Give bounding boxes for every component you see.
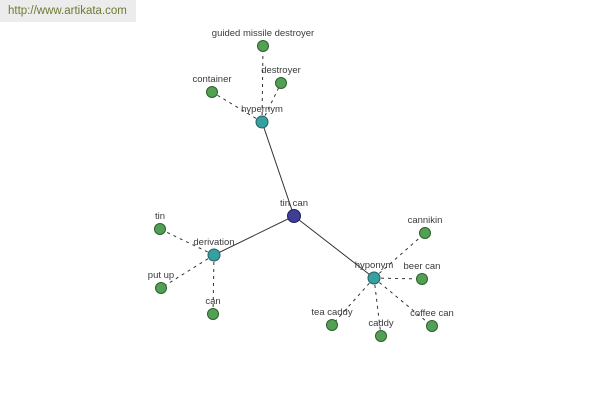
node-cannikin[interactable] (419, 227, 431, 239)
node-hyponym[interactable] (367, 271, 381, 285)
node-label-beer-can: beer can (404, 261, 441, 272)
node-tea-caddy[interactable] (326, 319, 338, 331)
node-can[interactable] (207, 308, 219, 320)
edge-hypernym-container (211, 91, 263, 123)
node-label-tin-can: tin can (280, 198, 308, 209)
node-label-coffee-can: coffee can (410, 308, 454, 319)
node-label-cannikin: cannikin (408, 215, 443, 226)
node-label-tea-caddy: tea caddy (311, 307, 352, 318)
node-hypernym[interactable] (255, 115, 269, 129)
node-tin[interactable] (154, 223, 166, 235)
node-derivation[interactable] (207, 248, 221, 262)
edge-tin-can-hypernym (261, 121, 295, 217)
edge-hyponym-caddy (373, 277, 382, 337)
node-beer-can[interactable] (416, 273, 428, 285)
edge-tin-can-derivation (213, 215, 295, 256)
node-label-derivation: derivation (193, 237, 234, 248)
node-put-up[interactable] (155, 282, 167, 294)
edge-hypernym-guided-missile-destroyer (261, 45, 264, 123)
edge-hyponym-beer-can (373, 277, 423, 280)
node-label-hyponym: hyponym (355, 260, 394, 271)
url-text: http://www.artikata.com (8, 5, 127, 17)
node-guided-missile-destroyer[interactable] (257, 40, 269, 52)
edge-hypernym-destroyer (261, 82, 282, 123)
node-tin-can[interactable] (287, 209, 301, 223)
node-label-container: container (192, 74, 231, 85)
node-label-tin: tin (155, 211, 165, 222)
node-label-hypernym: hypernym (241, 104, 283, 115)
node-coffee-can[interactable] (426, 320, 438, 332)
node-label-can: can (205, 296, 220, 307)
node-caddy[interactable] (375, 330, 387, 342)
edge-hyponym-cannikin (373, 232, 426, 279)
node-label-caddy: caddy (368, 318, 394, 329)
url-watermark: http://www.artikata.com (0, 0, 136, 22)
edge-derivation-can (212, 254, 215, 315)
edge-tin-can-hyponym (293, 215, 375, 279)
node-destroyer[interactable] (275, 77, 287, 89)
node-label-destroyer: destroyer (261, 65, 301, 76)
node-container[interactable] (206, 86, 218, 98)
edge-derivation-tin (159, 228, 215, 256)
node-label-guided-missile-destroyer: guided missile destroyer (212, 28, 314, 39)
node-label-put-up: put up (148, 270, 174, 281)
edge-hyponym-coffee-can (373, 277, 433, 327)
